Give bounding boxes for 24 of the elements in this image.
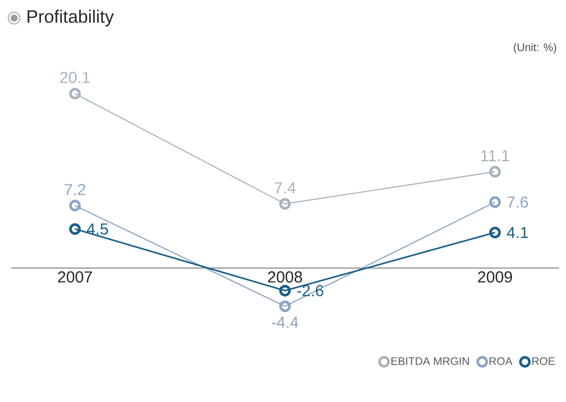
point (69, 200, 81, 212)
data-label: 7.4 (274, 182, 296, 194)
data-label: 4.1 (506, 227, 528, 238)
data-label: -4.4 (272, 316, 298, 328)
point (279, 300, 291, 312)
data-label: 11.1 (481, 150, 510, 162)
x-tick-label: 2007 (58, 271, 92, 283)
x-tick-label: 2009 (478, 271, 512, 283)
point (489, 196, 501, 208)
data-label: 7.6 (507, 196, 528, 208)
chart-title: Profitability (28, 10, 114, 26)
data-label: 7.2 (64, 184, 86, 196)
legend-label: EBITDA MRGIN (391, 357, 469, 365)
point (279, 198, 291, 210)
point (279, 284, 291, 296)
point (489, 166, 501, 178)
data-label: 20.1 (60, 72, 90, 84)
point (69, 88, 81, 100)
data-label: 4.5 (86, 223, 108, 235)
x-tick-label: 2008 (268, 271, 302, 283)
text: (Unit: %) (514, 43, 556, 54)
legend-label: ROA (490, 357, 512, 365)
legend-label: ROE (532, 357, 555, 365)
data-label: -2.6 (297, 285, 324, 296)
